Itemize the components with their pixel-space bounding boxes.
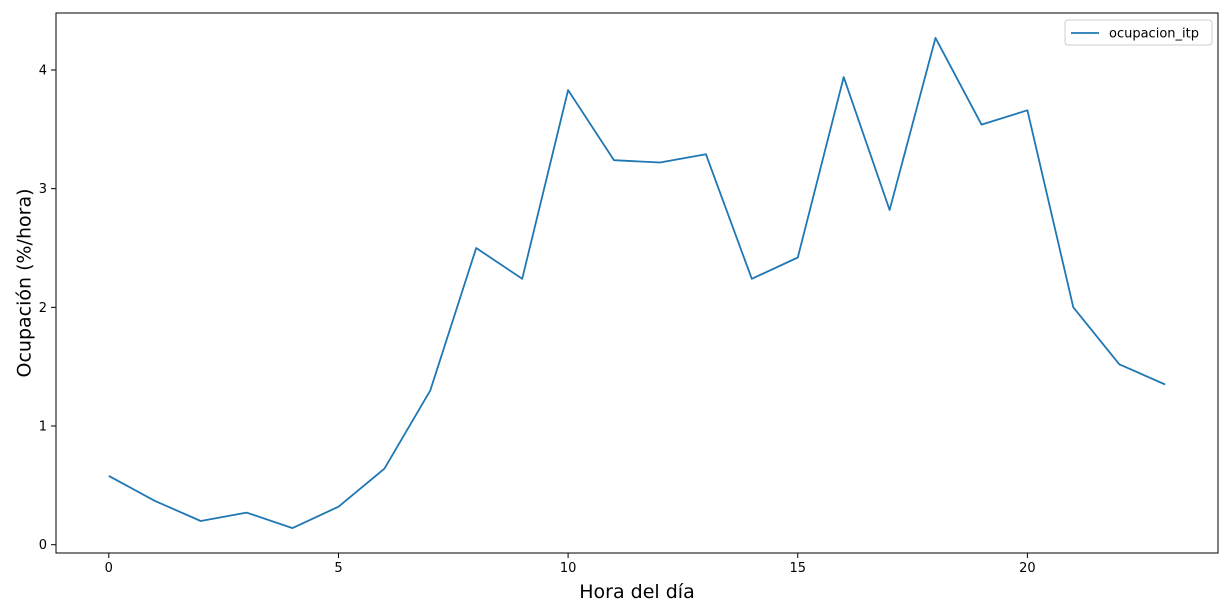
y-tick-label: 3	[39, 182, 47, 197]
y-tick-label: 1	[39, 420, 47, 435]
legend-box	[1064, 19, 1213, 46]
series-line	[108, 37, 1166, 529]
plot-frame	[55, 12, 1219, 554]
plot-area	[55, 12, 1219, 554]
y-axis-title: Ocupación (%/hora)	[14, 189, 36, 378]
x-tick-label: 15	[789, 561, 806, 576]
legend: ocupacion_itp	[1064, 19, 1213, 46]
x-tick-label: 20	[1019, 561, 1036, 576]
y-tick-label: 0	[39, 538, 47, 553]
x-tick-label: 10	[560, 561, 577, 576]
x-tick-label: 5	[334, 561, 342, 576]
y-axis: 0 1 2 3 4	[39, 63, 56, 553]
y-tick-label: 2	[39, 301, 47, 316]
series-layer	[108, 37, 1166, 529]
legend-label: ocupacion_itp	[1109, 27, 1199, 42]
x-axis-title: Hora del día	[579, 581, 694, 603]
y-tick-label: 4	[39, 63, 47, 78]
x-axis: 0 5 10 15 20	[105, 553, 1036, 576]
x-tick-label: 0	[105, 561, 113, 576]
